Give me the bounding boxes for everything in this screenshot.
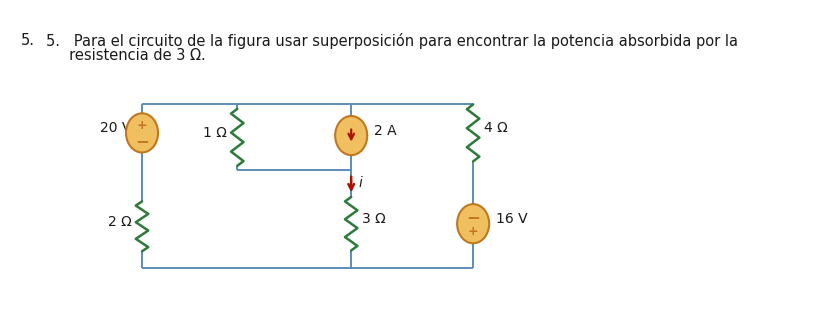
Text: +: + (468, 225, 479, 238)
Text: 5.: 5. (21, 33, 35, 48)
Text: 2 A: 2 A (374, 124, 397, 138)
Ellipse shape (126, 113, 158, 152)
Ellipse shape (457, 204, 489, 243)
Text: $i$: $i$ (358, 175, 364, 190)
Text: 16 V: 16 V (496, 212, 528, 226)
Text: 3 Ω: 3 Ω (361, 212, 386, 226)
Text: −: − (135, 132, 149, 150)
Text: −: − (466, 208, 480, 226)
Text: 4 Ω: 4 Ω (484, 121, 508, 136)
Text: 20 V: 20 V (100, 121, 131, 136)
Text: 5.   Para el circuito de la figura usar superposición para encontrar la potencia: 5. Para el circuito de la figura usar su… (46, 33, 738, 49)
Ellipse shape (335, 116, 367, 155)
Text: +: + (137, 119, 147, 132)
Text: 2 Ω: 2 Ω (107, 215, 131, 229)
Text: resistencia de 3 Ω.: resistencia de 3 Ω. (46, 48, 205, 63)
Text: 1 Ω: 1 Ω (203, 126, 227, 140)
